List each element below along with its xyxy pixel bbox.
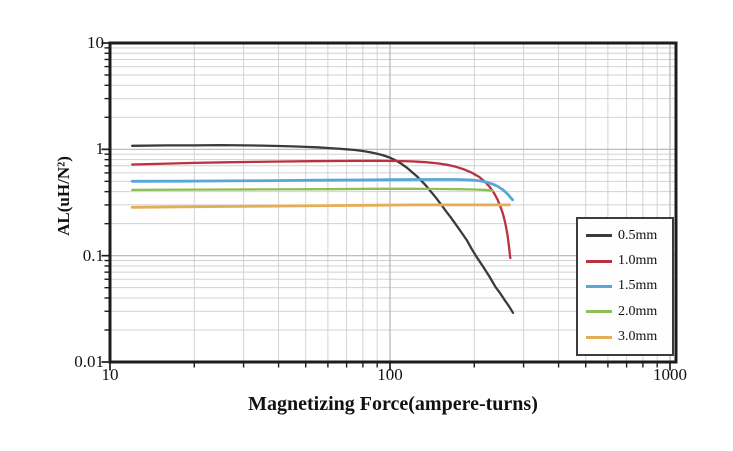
legend-line-swatch [586,310,612,314]
curve-3.0mm [130,203,511,209]
legend-label: 2.0mm [618,303,658,319]
legend-item: 1.0mm [586,253,670,269]
y-tick-label-1: 1 [95,139,105,158]
legend-item: 0.5mm [586,228,670,244]
curve-1.0mm [131,159,512,260]
legend-label: 1.0mm [618,253,658,269]
legend-label: 1.5mm [618,278,658,294]
x-tick-label-100: 100 [377,365,403,384]
x-tick-label-1000: 1000 [653,365,687,384]
x-tick-label-10: 10 [101,365,119,384]
legend-item: 1.5mm [586,278,670,294]
legend-line-swatch [586,234,612,238]
legend-line-swatch [586,259,612,263]
legend: 0.5mm 1.0mm 1.5mm 2.0mm 3.0mm [576,217,674,356]
legend-item: 3.0mm [586,329,670,345]
x-axis-title: Magnetizing Force(ampere-turns) [248,393,538,415]
y-tick-label-0.01: 0.01 [74,352,104,371]
y-tick-label-10: 10 [87,33,104,52]
legend-label: 0.5mm [618,227,658,243]
legend-item: 2.0mm [586,304,670,320]
curve-0.5mm [131,143,515,314]
curve-1.5mm [130,178,514,202]
legend-label: 3.0mm [618,329,658,345]
legend-line-swatch [586,284,612,288]
y-tick-label-0.1: 0.1 [82,246,104,265]
legend-line-swatch [586,335,612,339]
curve-2.0mm [131,187,495,192]
